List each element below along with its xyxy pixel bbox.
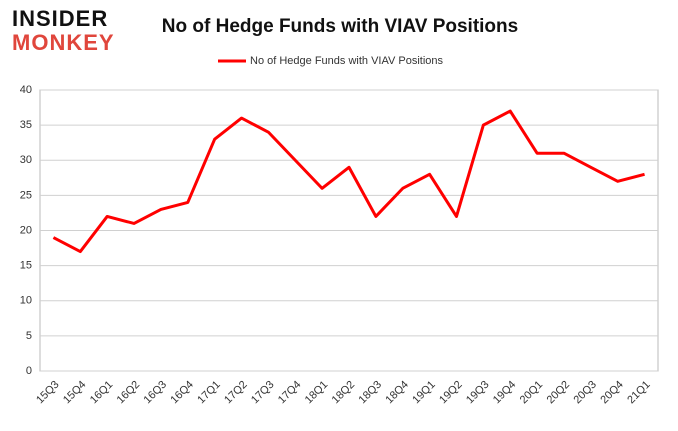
- x-tick-label: 17Q1: [195, 379, 223, 407]
- x-tick-label: 19Q4: [491, 379, 519, 407]
- legend-label: No of Hedge Funds with VIAV Positions: [250, 55, 444, 67]
- y-tick-label: 35: [20, 119, 32, 131]
- x-tick-label: 17Q4: [276, 379, 304, 407]
- x-tick-label: 16Q3: [142, 379, 170, 407]
- x-tick-label: 21Q1: [625, 379, 653, 407]
- x-tick-label: 16Q4: [168, 379, 196, 407]
- y-tick-label: 40: [20, 84, 32, 96]
- x-tick-label: 17Q3: [249, 379, 277, 407]
- data-line: [52, 109, 645, 254]
- y-tick-label: 0: [26, 365, 32, 377]
- x-tick-label: 18Q3: [357, 379, 385, 407]
- y-tick-label: 10: [20, 295, 32, 307]
- x-tick-label: 17Q2: [222, 379, 250, 407]
- x-tick-label: 20Q3: [571, 379, 599, 407]
- x-tick-label: 20Q4: [598, 379, 626, 407]
- y-tick-label: 30: [20, 154, 32, 166]
- x-tick-label: 16Q1: [88, 379, 116, 407]
- chart-title: No of Hedge Funds with VIAV Positions: [162, 16, 518, 37]
- y-tick-label: 15: [20, 260, 32, 272]
- y-tick-label: 5: [26, 330, 32, 342]
- x-tick-label: 15Q3: [34, 379, 62, 407]
- logo-line2: MONKEY: [12, 30, 115, 55]
- x-tick-label: 16Q2: [115, 379, 143, 407]
- x-tick-label: 18Q4: [383, 379, 411, 407]
- x-tick-label: 20Q1: [518, 379, 546, 407]
- x-tick-label: 18Q1: [303, 379, 331, 407]
- x-tick-label: 15Q4: [61, 379, 89, 407]
- y-tick-label: 20: [20, 224, 32, 236]
- y-tick-label: 25: [20, 189, 32, 201]
- x-tick-label: 20Q2: [545, 379, 573, 407]
- x-tick-label: 19Q2: [437, 379, 465, 407]
- x-tick-label: 18Q2: [330, 379, 358, 407]
- logo-line1: INSIDER: [12, 6, 108, 31]
- x-tick-label: 19Q3: [464, 379, 492, 407]
- x-tick-label: 19Q1: [410, 379, 438, 407]
